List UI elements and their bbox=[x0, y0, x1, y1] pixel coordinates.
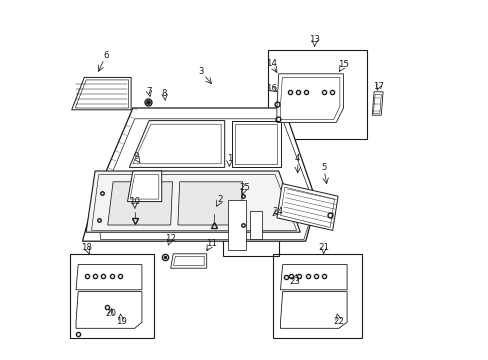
Text: 4: 4 bbox=[294, 154, 300, 163]
Text: 11: 11 bbox=[205, 238, 217, 248]
Text: 19: 19 bbox=[116, 317, 126, 325]
Text: 6: 6 bbox=[103, 51, 108, 60]
Text: 10: 10 bbox=[129, 197, 140, 206]
Text: 20: 20 bbox=[105, 309, 116, 318]
Text: 14: 14 bbox=[265, 58, 276, 68]
Polygon shape bbox=[76, 265, 142, 290]
Polygon shape bbox=[280, 265, 346, 290]
Text: 18: 18 bbox=[81, 243, 92, 252]
Text: 7: 7 bbox=[146, 87, 152, 96]
Text: 25: 25 bbox=[239, 183, 249, 192]
Polygon shape bbox=[129, 121, 224, 167]
Text: 22: 22 bbox=[333, 317, 344, 325]
Text: 15: 15 bbox=[337, 60, 348, 69]
Polygon shape bbox=[76, 292, 142, 328]
Text: 13: 13 bbox=[308, 35, 320, 44]
Polygon shape bbox=[249, 211, 261, 239]
Polygon shape bbox=[228, 200, 246, 250]
Polygon shape bbox=[72, 77, 131, 110]
Polygon shape bbox=[178, 182, 242, 225]
Polygon shape bbox=[170, 254, 206, 268]
Polygon shape bbox=[82, 108, 316, 241]
Text: 3: 3 bbox=[198, 68, 203, 77]
Polygon shape bbox=[231, 121, 280, 167]
Polygon shape bbox=[280, 292, 346, 328]
Text: 8: 8 bbox=[162, 89, 167, 98]
Text: 24: 24 bbox=[271, 207, 283, 216]
Text: 16: 16 bbox=[265, 84, 276, 93]
Polygon shape bbox=[371, 92, 382, 115]
Text: 21: 21 bbox=[318, 243, 328, 252]
Polygon shape bbox=[86, 171, 300, 232]
Text: 17: 17 bbox=[372, 82, 383, 91]
Polygon shape bbox=[107, 182, 172, 225]
Text: 12: 12 bbox=[165, 234, 176, 243]
Text: 23: 23 bbox=[289, 277, 300, 286]
Polygon shape bbox=[276, 74, 343, 122]
Polygon shape bbox=[127, 171, 162, 202]
Text: 2: 2 bbox=[217, 195, 223, 204]
Polygon shape bbox=[276, 184, 337, 230]
Text: 9: 9 bbox=[133, 152, 138, 161]
Text: 1: 1 bbox=[226, 154, 232, 163]
Text: 5: 5 bbox=[320, 163, 326, 172]
